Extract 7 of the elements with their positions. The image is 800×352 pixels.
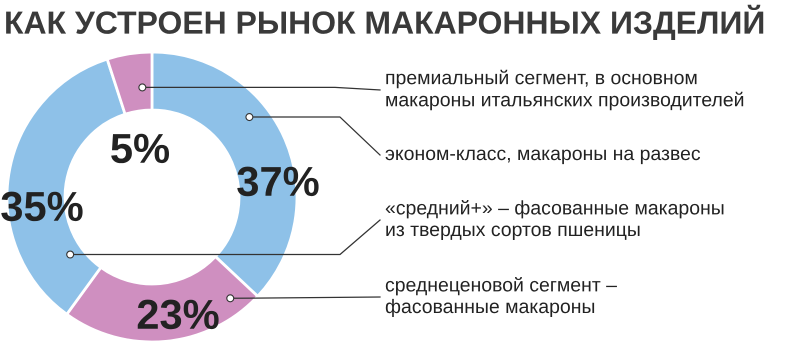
slice-label: «средний+» – фасованные макароны из твердых сортов пшеницы — [386, 200, 724, 240]
chart-title: КАК УСТРОЕН РЫНОК МАКАРОННЫХ ИЗДЕЛИЙ — [6, 4, 764, 40]
slice-label: среднеценовой сегмент – фасованные макароны — [386, 276, 617, 318]
slice-label: премиальный сегмент, в основном макароны итальянских производителей — [386, 70, 744, 110]
slice-label: эконом-класс, макароны на развес — [386, 150, 700, 164]
data-label: 23% — [138, 300, 219, 330]
data-label: 5% — [111, 134, 170, 164]
